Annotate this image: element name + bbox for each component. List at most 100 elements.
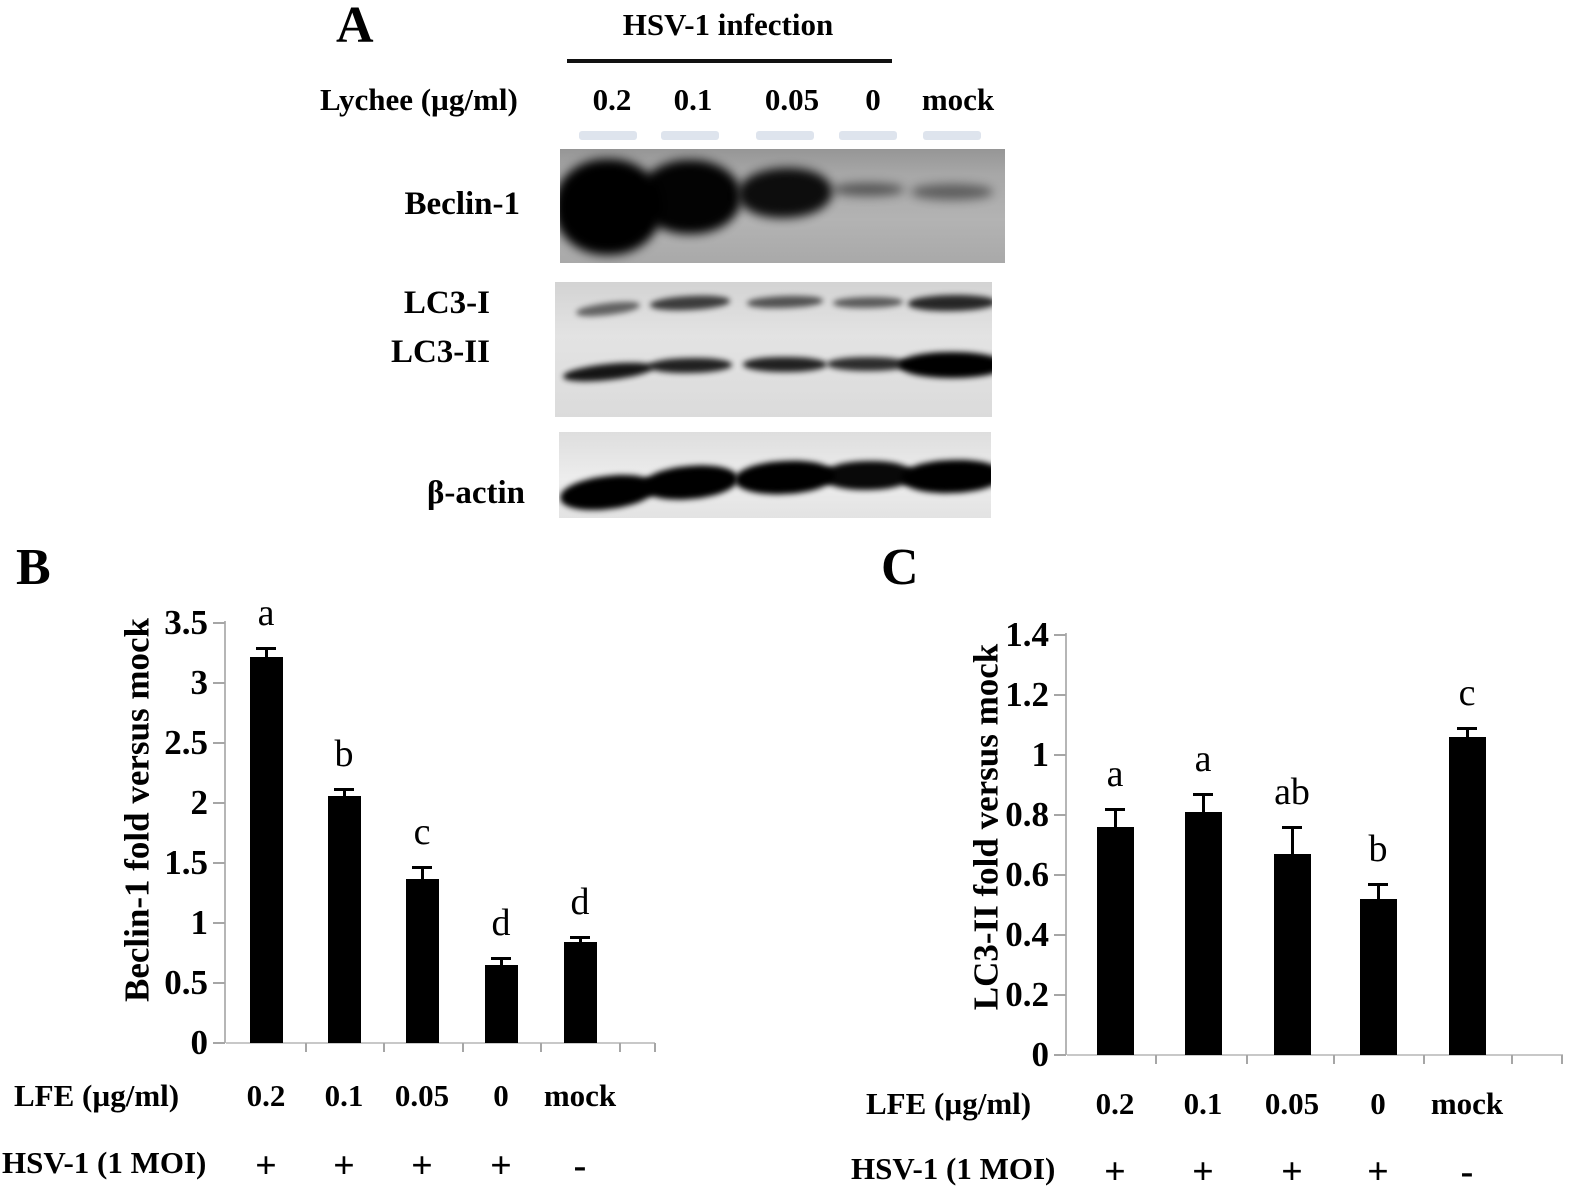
- panel-a-label: A: [336, 0, 374, 54]
- x-row-value-dose: 0.1: [1183, 1086, 1223, 1121]
- lane-ghost-mark: [579, 131, 637, 140]
- x-tick-mark: [1155, 1055, 1157, 1064]
- y-tick-mark: [1054, 934, 1066, 936]
- bar-0.05: [405, 878, 439, 1043]
- error-bar-stem: [1201, 794, 1205, 812]
- blot-label-beta-actin: β-actin: [426, 475, 525, 511]
- error-bar-stem: [342, 788, 346, 796]
- y-tick-mark: [213, 1042, 225, 1044]
- y-tick-label: 2.5: [164, 723, 208, 762]
- significance-letter: d: [570, 881, 590, 924]
- y-tick-label: 1: [190, 903, 209, 942]
- y-tick-label: 0.6: [1005, 855, 1049, 894]
- error-bar-cap: [334, 787, 354, 791]
- y-tick-label: 0.2: [1005, 975, 1049, 1014]
- x-tick-mark: [540, 1043, 542, 1052]
- lane-ghost-mark: [661, 131, 719, 140]
- x-row-value-dose: 0.1: [324, 1078, 364, 1113]
- error-bar-cap: [491, 956, 511, 960]
- x-tick-mark: [383, 1043, 385, 1052]
- x-axis-line: [226, 1042, 655, 1044]
- lane-label-0: 0: [865, 82, 881, 117]
- blot-band-β-actin-lane5: [900, 457, 991, 495]
- panel-c-label: C: [881, 539, 919, 596]
- lane-label-0.2: 0.2: [592, 82, 632, 117]
- blot-label-beclin1: Beclin-1: [404, 186, 520, 222]
- y-tick-mark: [1054, 694, 1066, 696]
- bar-0.1: [1184, 812, 1222, 1055]
- x-row-value-dose: mock: [543, 1078, 617, 1113]
- error-bar-stem: [420, 866, 424, 879]
- blot-band-Beclin-1-lane2: [639, 160, 741, 234]
- y-tick-mark: [213, 622, 225, 624]
- x-row-value-dose: 0.2: [246, 1078, 286, 1113]
- x-row-label-lfe: LFE (µg/ml): [866, 1086, 1032, 1121]
- y-tick-label: 0: [1031, 1035, 1050, 1074]
- y-tick-mark: [1054, 754, 1066, 756]
- blot-label-lc3-ii: LC3-II: [390, 334, 490, 370]
- y-tick-label: 0.8: [1005, 795, 1049, 834]
- y-axis-line: [1065, 633, 1067, 1055]
- bar-mock: [1448, 737, 1486, 1055]
- lane-label-0.1: 0.1: [673, 82, 713, 117]
- x-row-value-dose: 0: [1370, 1086, 1386, 1121]
- error-bar-cap: [570, 936, 590, 940]
- error-bar-stem: [264, 648, 268, 657]
- lane-label-0.05: 0.05: [764, 82, 820, 117]
- error-bar-stem: [1376, 884, 1380, 899]
- error-bar-stem: [1290, 827, 1294, 854]
- y-axis-line: [224, 621, 226, 1043]
- western-blot-lc3: [555, 282, 992, 417]
- x-row-value-infection: +: [411, 1145, 433, 1187]
- y-tick-label: 0: [190, 1023, 209, 1062]
- x-row-value-infection: +: [490, 1145, 512, 1187]
- blot-band-LC3-II-lane3: [743, 356, 827, 372]
- y-tick-mark: [213, 982, 225, 984]
- x-tick-mark: [1333, 1055, 1335, 1064]
- blot-band-LC3-II-lane1: [562, 359, 654, 385]
- lane-label-mock: mock: [921, 82, 995, 117]
- y-tick-mark: [1054, 634, 1066, 636]
- lane-ghost-mark: [756, 131, 814, 140]
- blot-band-β-actin-lane1: [559, 469, 658, 515]
- hsv1-infection-header: HSV-1 infection: [622, 7, 834, 42]
- significance-letter: a: [1194, 738, 1212, 780]
- x-row-value-infection: +: [1104, 1151, 1126, 1193]
- blot-band-LC3-II-lane4: [827, 357, 909, 371]
- x-row-value-infection: +: [1192, 1151, 1214, 1193]
- blot-label-lc3-i: LC3-I: [403, 285, 490, 321]
- x-row-label-lfe: LFE (µg/ml): [14, 1078, 180, 1113]
- significance-letter: a: [1106, 753, 1124, 795]
- x-tick-mark: [305, 1043, 307, 1052]
- blot-band-β-actin-lane2: [640, 461, 740, 503]
- y-tick-label: 1.4: [1005, 615, 1049, 654]
- x-row-label-hsv1: HSV-1 (1 MOI): [851, 1151, 1056, 1186]
- error-bar-stem: [499, 957, 503, 965]
- x-row-value-dose: mock: [1430, 1086, 1504, 1121]
- error-bar-cap: [1368, 883, 1388, 886]
- significance-letter: c: [413, 810, 431, 853]
- y-tick-label: 3.5: [164, 603, 208, 642]
- x-tick-mark: [1511, 1055, 1513, 1064]
- western-blot-beclin1: [560, 149, 1005, 263]
- y-tick-label: 1: [1031, 735, 1050, 774]
- x-row-label-hsv1: HSV-1 (1 MOI): [2, 1145, 207, 1180]
- significance-letter: a: [257, 592, 275, 635]
- x-row-value-dose: 0.05: [1264, 1086, 1320, 1121]
- y-tick-label: 0.5: [164, 963, 208, 1002]
- x-row-value-dose: 0.05: [394, 1078, 450, 1113]
- error-bar-cap: [1282, 826, 1302, 829]
- x-row-value-infection: -: [573, 1145, 587, 1187]
- x-axis-line: [1067, 1054, 1563, 1056]
- bar-mock: [563, 942, 597, 1043]
- y-tick-label: 3: [190, 663, 209, 702]
- x-row-value-infection: -: [1460, 1151, 1474, 1193]
- x-tick-mark: [1246, 1055, 1248, 1064]
- x-row-value-dose: 0.2: [1095, 1086, 1135, 1121]
- x-tick-mark: [462, 1043, 464, 1052]
- significance-letter: b: [1368, 828, 1388, 870]
- x-tick-mark: [1423, 1055, 1425, 1064]
- error-bar-stem: [578, 937, 582, 943]
- x-tick-mark: [619, 1043, 621, 1052]
- y-tick-label: 1.5: [164, 843, 208, 882]
